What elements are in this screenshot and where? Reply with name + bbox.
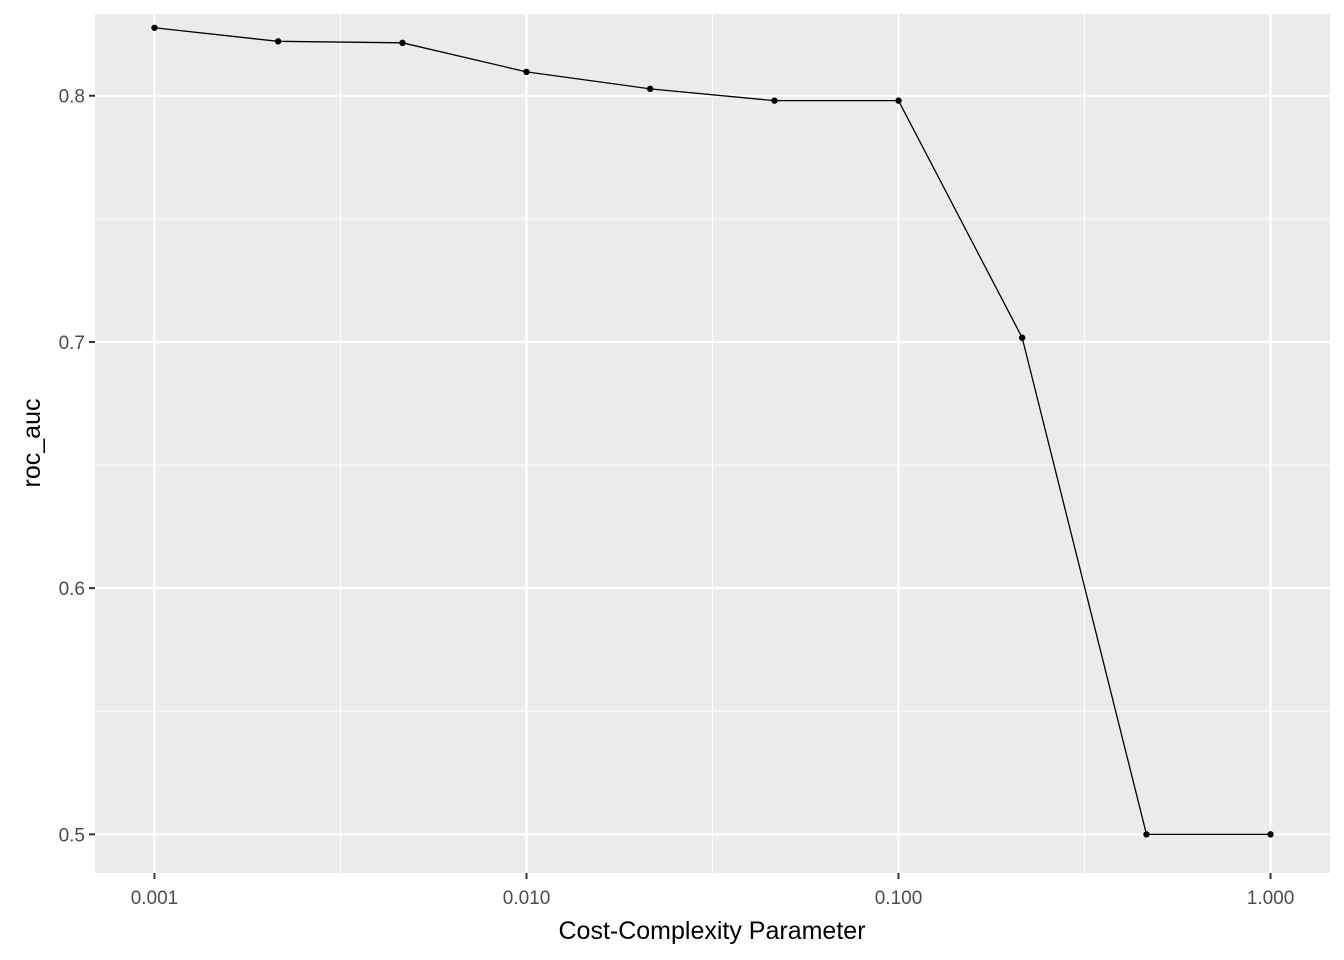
y-tick-label: 0.7 [59,333,85,354]
y-tick-label: 0.8 [59,87,85,108]
y-axis-title: roc_auc [18,399,46,488]
data-point [771,97,778,104]
series-line [154,27,1271,835]
data-point [399,39,406,47]
series-layer [151,24,1274,838]
y-axis-tick-labels: 0.5 0.6 0.7 0.8 [59,87,85,847]
y-axis-ticks [89,94,95,836]
y-tick-label: 0.6 [59,579,85,600]
data-point [274,38,282,45]
y-tick-label: 0.5 [59,825,85,846]
data-point [1143,831,1150,838]
x-tick-label: 0.001 [131,888,179,909]
x-axis-tick-labels: 0.001 0.010 0.100 1.000 [131,888,1295,909]
data-point [1267,831,1274,838]
x-tick-label: 0.100 [875,888,923,909]
data-point [523,68,530,76]
data-point [646,85,654,93]
data-point [895,97,902,104]
x-tick-label: 0.010 [503,888,551,909]
major-gridlines [95,14,1330,873]
x-tick-label: 1.000 [1247,888,1295,909]
data-point [1018,334,1026,341]
x-axis-title: Cost-Complexity Parameter [558,917,865,945]
data-point [151,24,158,31]
x-axis-ticks [153,873,1272,879]
minor-gridlines [95,14,1330,873]
